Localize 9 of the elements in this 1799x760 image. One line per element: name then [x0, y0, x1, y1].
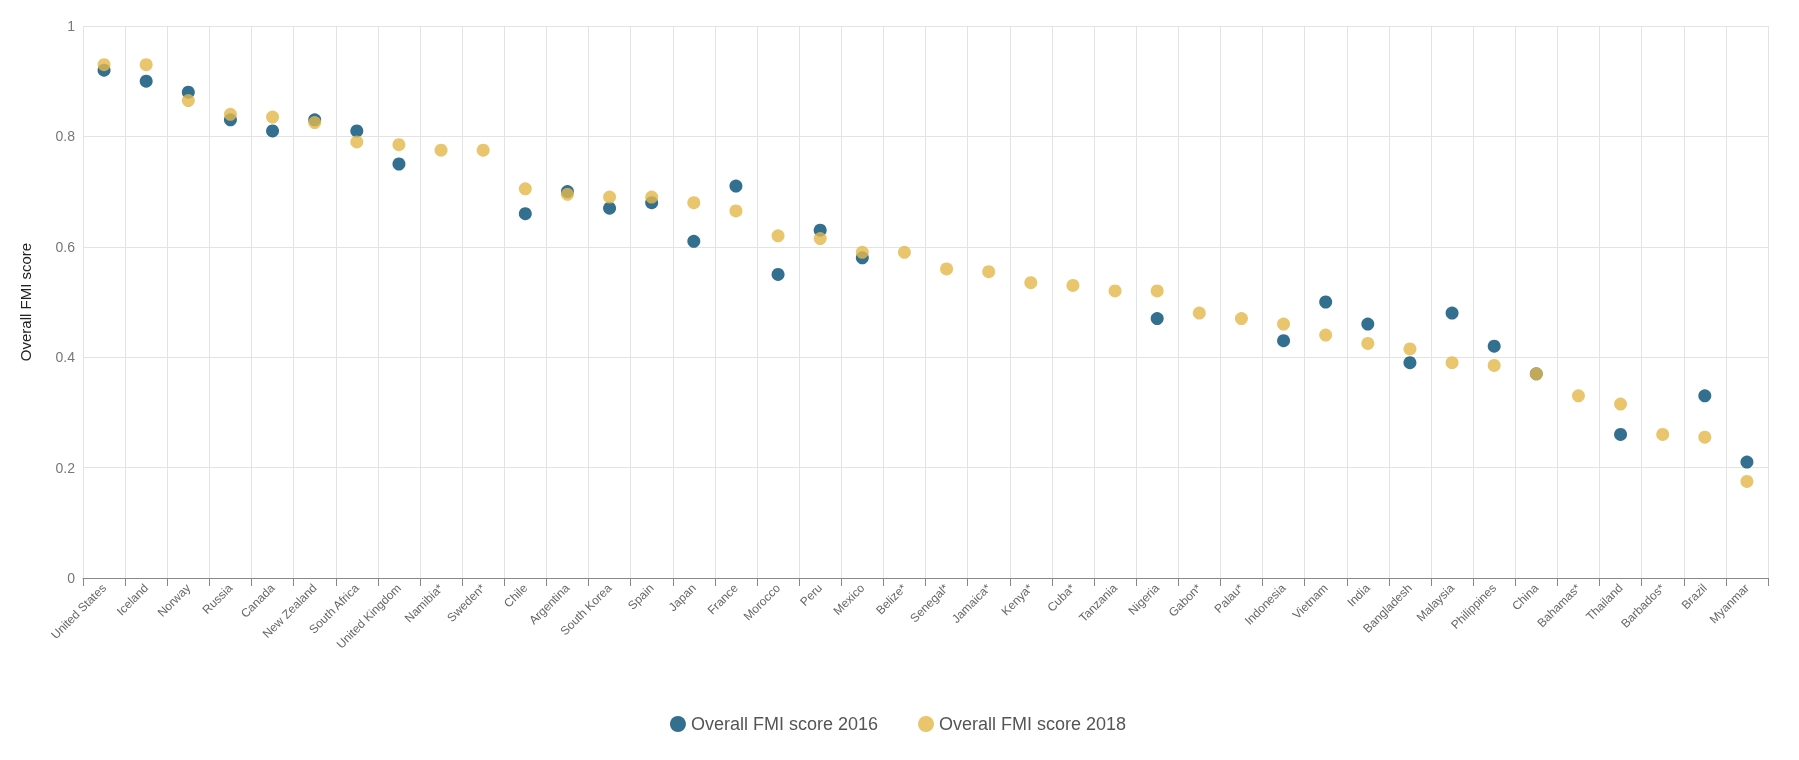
y-tick-label: 1 — [67, 18, 76, 34]
y-tick-label: 0.8 — [55, 128, 76, 145]
y-tick-label: 0.6 — [55, 238, 76, 255]
legend-label: Overall FMI score 2016 — [690, 714, 879, 734]
y-tick-label: 0 — [67, 570, 76, 586]
y-tick-label: 0.4 — [55, 349, 76, 366]
legend-label: Overall FMI score 2018 — [939, 714, 1127, 734]
y-tick-label: 0.2 — [55, 459, 76, 476]
y-axis-title: Overall FMI score — [17, 242, 34, 362]
